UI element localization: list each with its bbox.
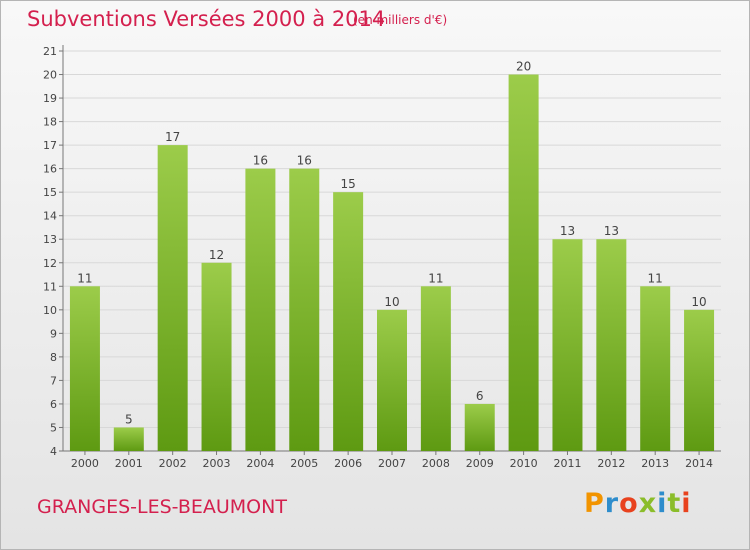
- logo-letter: o: [619, 488, 639, 519]
- data-label: 16: [253, 154, 268, 168]
- y-tick-label: 13: [43, 233, 57, 246]
- logo-letter: P: [584, 488, 605, 519]
- proxiti-logo[interactable]: Proxiti: [584, 488, 692, 519]
- y-tick-label: 12: [43, 257, 57, 270]
- data-label: 12: [209, 248, 224, 262]
- data-label: 10: [384, 295, 399, 309]
- bar: [333, 192, 364, 452]
- bar: [552, 239, 583, 451]
- x-tick-label: 2012: [597, 457, 625, 470]
- bar: [508, 74, 539, 451]
- data-label: 5: [125, 412, 133, 426]
- bar: [157, 145, 188, 451]
- x-tick-label: 2007: [378, 457, 406, 470]
- bar: [289, 168, 320, 451]
- x-tick-label: 2013: [641, 457, 669, 470]
- bar: [69, 286, 100, 451]
- x-tick-label: 2006: [334, 457, 362, 470]
- bar: [464, 403, 495, 451]
- chart-subtitle: (en milliers d'€): [353, 13, 448, 27]
- data-label: 16: [297, 154, 312, 168]
- y-tick-label: 10: [43, 304, 57, 317]
- data-label: 17: [165, 130, 180, 144]
- data-label: 13: [560, 224, 575, 238]
- y-tick-label: 21: [43, 45, 57, 58]
- commune-name: GRANGES-LES-BEAUMONT: [37, 496, 287, 518]
- logo-letter: i: [657, 488, 668, 519]
- data-label: 6: [476, 389, 484, 403]
- data-label: 11: [428, 271, 443, 285]
- y-tick-label: 4: [50, 445, 57, 458]
- x-tick-label: 2011: [553, 457, 581, 470]
- data-label: 11: [648, 271, 663, 285]
- y-tick-label: 19: [43, 92, 57, 105]
- bar: [377, 309, 407, 451]
- bar: [245, 168, 276, 451]
- bar: [596, 239, 627, 451]
- bar: [201, 262, 232, 451]
- x-tick-label: 2005: [290, 457, 318, 470]
- bar: [684, 309, 715, 451]
- x-tick-label: 2003: [203, 457, 231, 470]
- logo-letter: i: [681, 488, 692, 519]
- data-label: 11: [77, 271, 92, 285]
- y-tick-label: 15: [43, 186, 57, 199]
- x-tick-label: 2004: [246, 457, 274, 470]
- x-tick-label: 2001: [115, 457, 143, 470]
- y-tick-label: 11: [43, 280, 57, 293]
- y-tick-label: 16: [43, 163, 57, 176]
- y-tick-label: 5: [50, 421, 57, 434]
- y-tick-label: 18: [43, 116, 57, 129]
- x-tick-label: 2002: [159, 457, 187, 470]
- logo-letter: r: [604, 488, 620, 519]
- y-tick-label: 20: [43, 69, 57, 82]
- y-tick-label: 8: [50, 351, 57, 364]
- y-tick-label: 14: [43, 210, 57, 223]
- y-tick-label: 7: [50, 374, 57, 387]
- data-label: 20: [516, 60, 531, 74]
- x-tick-label: 2008: [422, 457, 450, 470]
- data-label: 10: [691, 295, 706, 309]
- x-tick-label: 2009: [466, 457, 494, 470]
- data-label: 15: [340, 177, 355, 191]
- x-tick-label: 2010: [510, 457, 538, 470]
- x-tick-label: 2000: [71, 457, 99, 470]
- data-label: 13: [604, 224, 619, 238]
- bar: [420, 286, 451, 451]
- bar: [113, 427, 144, 451]
- y-tick-label: 9: [50, 327, 57, 340]
- logo-letter: t: [667, 488, 682, 519]
- logo-letter: x: [638, 488, 658, 519]
- bar: [640, 286, 671, 451]
- chart-title: Subventions Versées 2000 à 2014: [27, 7, 386, 31]
- x-tick-label: 2014: [685, 457, 713, 470]
- y-tick-label: 17: [43, 139, 57, 152]
- y-tick-label: 6: [50, 398, 57, 411]
